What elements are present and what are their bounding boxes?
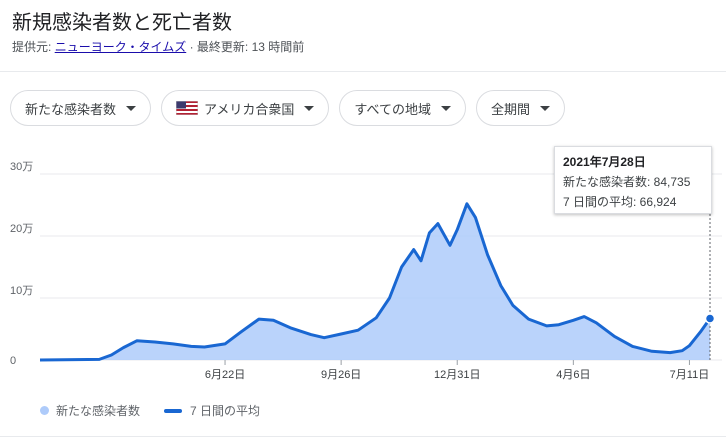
last-updated: 最終更新: 13 時間前: [196, 40, 305, 54]
x-tick-label: 9月26日: [321, 369, 361, 381]
filter-bar: 新たな感染者数 アメリカ合衆国 すべての地域 全期間: [10, 90, 565, 126]
legend-cases-marker: [40, 406, 49, 415]
chevron-down-icon: [304, 105, 315, 111]
source-link[interactable]: ニューヨーク・タイムズ: [54, 40, 187, 54]
metric-dropdown[interactable]: 新たな感染者数: [10, 90, 152, 126]
source-line: 提供元: ニューヨーク・タイムズ · 最終更新: 13 時間前: [12, 38, 304, 55]
daily-cases-area: [40, 203, 710, 360]
period-label: 全期間: [490, 101, 530, 117]
tooltip-avg: 7 日間の平均: 66,924: [563, 195, 677, 209]
x-tick-label: 4月6日: [556, 369, 590, 381]
y-tick-label: 30万: [10, 161, 33, 173]
chevron-down-icon: [539, 105, 550, 111]
country-label: アメリカ合衆国: [204, 101, 295, 117]
chevron-down-icon: [126, 105, 137, 111]
legend-cases-label: 新たな感染者数: [56, 404, 141, 418]
legend-avg-marker: [164, 408, 183, 413]
y-tick-label: 0: [10, 355, 16, 367]
x-tick-label: 12月31日: [434, 369, 480, 381]
y-tick-label: 10万: [10, 285, 33, 297]
avg-line: [39, 202, 712, 362]
chevron-down-icon: [440, 105, 451, 111]
source-prefix: 提供元:: [12, 40, 52, 54]
x-tick-label: 7月11日: [670, 369, 710, 381]
tooltip-cases: 新たな感染者数: 84,735: [563, 175, 691, 189]
x-tick-label: 6月22日: [205, 369, 245, 381]
page-title: 新規感染者数と死亡者数: [12, 12, 232, 34]
region-label: すべての地域: [354, 101, 431, 117]
chart-legend: 新たな感染者数 7 日間の平均: [40, 402, 260, 419]
y-tick-label: 20万: [10, 223, 33, 235]
divider: [0, 436, 726, 437]
legend-avg-label: 7 日間の平均: [190, 404, 261, 418]
tooltip-date: 2021年7月28日: [563, 155, 646, 169]
hover-point: [704, 313, 716, 324]
metric-label: 新たな感染者数: [25, 101, 117, 117]
divider: [0, 71, 726, 72]
us-flag-icon: [176, 101, 199, 115]
separator: ·: [189, 40, 194, 54]
chart-tooltip: 2021年7月28日 新たな感染者数: 84,735 7 日間の平均: 66,9…: [554, 146, 712, 214]
country-dropdown[interactable]: アメリカ合衆国: [161, 90, 330, 126]
region-dropdown[interactable]: すべての地域: [339, 90, 466, 126]
period-dropdown[interactable]: 全期間: [475, 90, 565, 126]
